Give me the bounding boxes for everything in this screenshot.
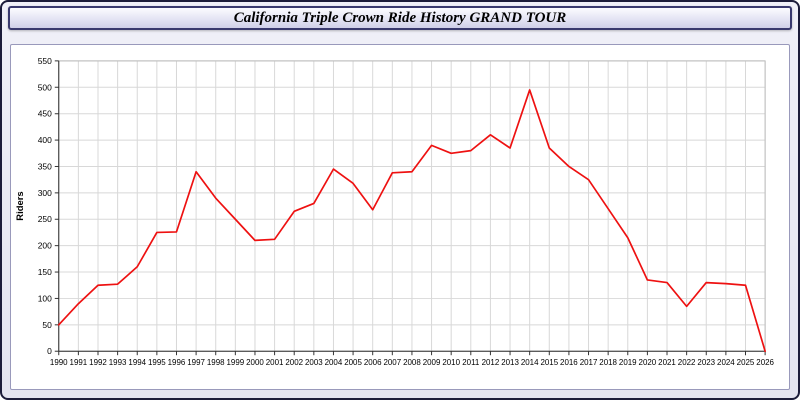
x-tick-label: 2000 <box>246 358 264 367</box>
x-tick-label: 1995 <box>148 358 166 367</box>
x-tick-label: 2010 <box>442 358 460 367</box>
x-tick-label: 1994 <box>128 358 146 367</box>
x-tick-label: 1997 <box>187 358 205 367</box>
y-tick-label: 300 <box>38 188 52 198</box>
page-title: California Triple Crown Ride History GRA… <box>233 9 567 26</box>
x-tick-label: 2001 <box>266 358 284 367</box>
x-tick-label: 1992 <box>89 358 107 367</box>
x-tick-label: 2006 <box>364 358 382 367</box>
x-tick-label: 1996 <box>168 358 186 367</box>
riders-line-series <box>57 89 766 353</box>
y-tick-label: 250 <box>38 214 52 224</box>
x-tick-label: 2023 <box>697 358 715 367</box>
x-tick-label: 2014 <box>521 358 539 367</box>
chart-title-bar: California Triple Crown Ride History GRA… <box>8 6 792 30</box>
chart-panel: 0 50 100 150 200 250 300 350 400 450 500 550 1990 199… <box>10 44 790 390</box>
x-tick-label: 2005 <box>344 358 362 367</box>
y-axis-title: Riders <box>15 191 26 220</box>
x-tick-label: 2026 <box>756 358 774 367</box>
y-tick-label: 550 <box>38 56 52 66</box>
y-tick-label: 450 <box>38 109 52 119</box>
y-tick-label: 150 <box>38 267 52 277</box>
x-tick-label: 2024 <box>717 358 735 367</box>
x-tick-label: 2020 <box>639 358 657 367</box>
x-tick-label: 2013 <box>501 358 519 367</box>
x-tick-label: 2025 <box>737 358 755 367</box>
x-tick-label: 2008 <box>403 358 421 367</box>
y-tick-label: 50 <box>42 320 52 330</box>
x-tick-label: 2007 <box>383 358 401 367</box>
y-tick-label: 0 <box>47 346 52 356</box>
x-tick-label: 1998 <box>207 358 225 367</box>
x-tick-label: 1999 <box>227 358 245 367</box>
x-tick-label: 1993 <box>109 358 127 367</box>
x-tick-label: 2022 <box>678 358 696 367</box>
x-tick-label: 2017 <box>580 358 598 367</box>
x-tick-label: 2018 <box>599 358 617 367</box>
y-tick-label: 400 <box>38 135 52 145</box>
x-tick-label: 2003 <box>305 358 323 367</box>
x-tick-label: 2019 <box>619 358 637 367</box>
y-tick-label: 350 <box>38 161 52 171</box>
x-tick-label: 2015 <box>540 358 558 367</box>
y-tick-label: 200 <box>38 241 52 251</box>
x-tick-label: 2009 <box>423 358 441 367</box>
x-tick-label: 1990 <box>50 358 68 367</box>
x-tick-label: 2021 <box>658 358 676 367</box>
x-tick-label: 2012 <box>482 358 500 367</box>
x-tick-label: 1991 <box>70 358 88 367</box>
x-tick-label: 2011 <box>462 358 480 367</box>
y-tick-label: 100 <box>38 293 52 303</box>
y-tick-label: 500 <box>38 82 52 92</box>
x-tick-label: 2016 <box>560 358 578 367</box>
x-tick-label: 2002 <box>285 358 303 367</box>
x-tick-label: 2004 <box>325 358 343 367</box>
